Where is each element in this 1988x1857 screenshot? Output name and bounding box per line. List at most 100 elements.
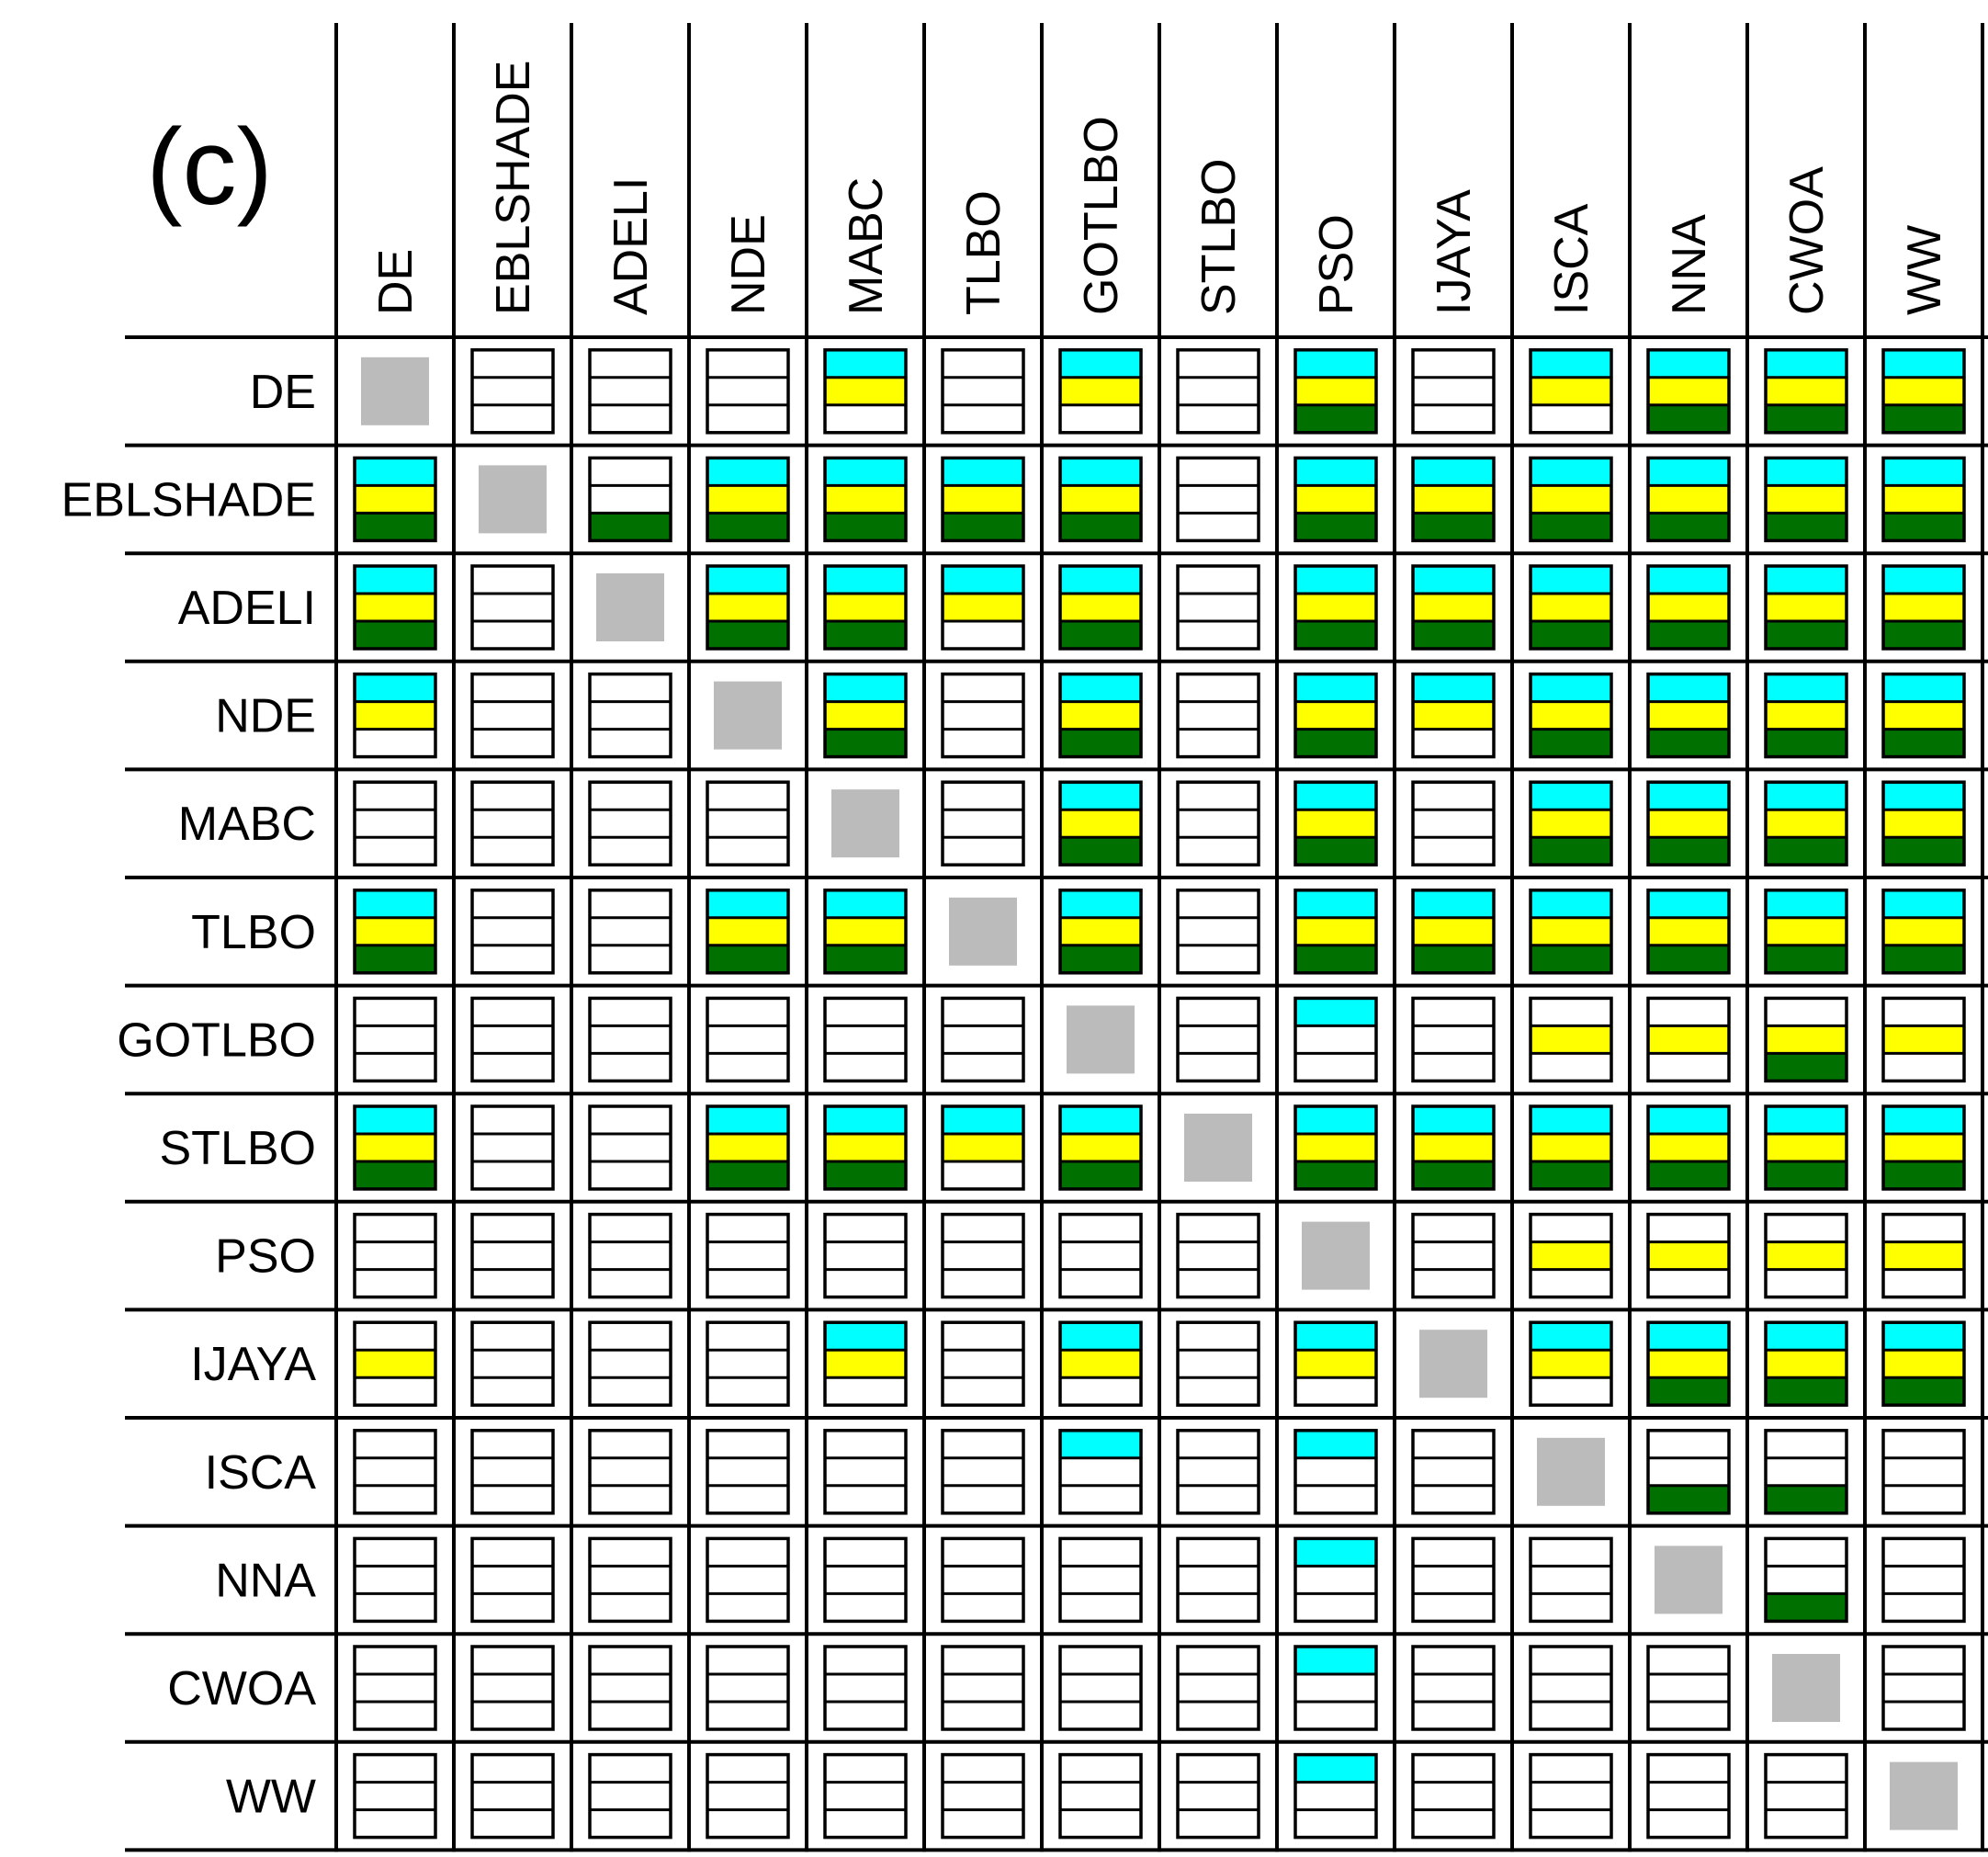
band-middle-filled (1648, 810, 1729, 838)
cell-nna-vs-cwoa (1764, 1536, 1848, 1624)
band-middle-empty (1178, 377, 1259, 405)
cell-adeli-vs-de (353, 564, 437, 651)
cell-box-outline (706, 1752, 790, 1840)
cell-pso-vs-cwoa (1764, 1212, 1848, 1299)
band-bottom-empty (825, 1485, 906, 1513)
band-bottom-empty (472, 945, 553, 973)
band-top-empty (590, 674, 671, 702)
cell-tlbo-vs-de (353, 889, 437, 975)
band-bottom-filled (1413, 513, 1494, 541)
cell-box-outline (1293, 1320, 1378, 1407)
band-bottom-empty (1531, 1809, 1611, 1838)
cell-box-outline (1764, 1212, 1848, 1299)
band-middle-empty (1178, 594, 1259, 621)
band-middle-empty (943, 1782, 1023, 1810)
band-top-filled (825, 674, 906, 702)
cell-box-outline (1058, 780, 1143, 866)
band-middle-filled (1766, 810, 1847, 838)
band-bottom-filled (1413, 621, 1494, 649)
band-middle-empty (1060, 1241, 1141, 1270)
band-top-filled (1295, 889, 1376, 918)
band-bottom-empty (1883, 1269, 1964, 1297)
band-middle-empty (355, 1782, 435, 1810)
band-bottom-filled (1413, 945, 1494, 973)
cell-box-outline (1881, 456, 1966, 543)
band-middle-filled (1531, 1241, 1611, 1270)
band-middle-empty (590, 1566, 671, 1594)
cell-pso-vs-eblshade (470, 1212, 555, 1299)
cell-eblshade-vs-stlbo (1176, 456, 1260, 543)
band-bottom-empty (1883, 1702, 1964, 1729)
band-bottom-empty (1531, 1702, 1611, 1729)
band-top-filled (1883, 1322, 1964, 1351)
band-middle-filled (1413, 485, 1494, 514)
cell-box-outline (588, 456, 672, 543)
cell-nde-vs-nde (714, 681, 782, 750)
cell-isca-vs-mabc (823, 1429, 908, 1515)
cell-cwoa-vs-nde (706, 1645, 790, 1731)
band-bottom-empty (1178, 621, 1259, 649)
band-middle-filled (1883, 701, 1964, 730)
band-bottom-empty (1178, 1702, 1259, 1729)
cell-ww-vs-de (353, 1752, 437, 1840)
row-label-tlbo: TLBO (191, 906, 316, 959)
band-bottom-empty (1060, 1702, 1141, 1729)
cell-box-outline (1646, 1320, 1731, 1407)
band-top-filled (707, 889, 788, 918)
cell-eblshade-vs-gotlbo (1058, 456, 1143, 543)
band-middle-empty (1178, 917, 1259, 945)
cell-pso-vs-stlbo (1176, 1212, 1260, 1299)
band-middle-filled (1883, 1241, 1964, 1270)
band-top-empty (472, 566, 553, 594)
cell-box-outline (1176, 1429, 1260, 1515)
band-top-empty (472, 1754, 553, 1783)
band-middle-empty (1178, 1782, 1259, 1810)
diagonal-square (949, 897, 1017, 966)
band-bottom-empty (707, 404, 788, 433)
cell-de-vs-ijaya (1411, 348, 1496, 435)
cell-box-outline (1176, 1536, 1260, 1624)
band-middle-filled (1531, 1025, 1611, 1054)
band-middle-filled (355, 594, 435, 621)
band-bottom-empty (1178, 513, 1259, 541)
band-middle-filled (1766, 1350, 1847, 1378)
cell-box-outline (941, 1429, 1025, 1515)
cell-stlbo-vs-adeli (588, 1104, 672, 1191)
band-bottom-filled (1060, 945, 1141, 973)
band-bottom-empty (1413, 1702, 1494, 1729)
band-bottom-filled (1295, 513, 1376, 541)
band-middle-empty (1295, 1457, 1376, 1486)
band-bottom-filled (1766, 404, 1847, 433)
cell-nde-vs-stlbo (1176, 672, 1260, 759)
cell-gotlbo-vs-isca (1529, 996, 1613, 1083)
band-bottom-filled (1766, 1161, 1847, 1189)
cell-box-outline (1058, 1104, 1143, 1191)
band-middle-empty (825, 1782, 906, 1810)
band-top-empty (590, 1322, 671, 1351)
band-top-empty (1531, 1538, 1611, 1567)
band-middle-filled (1883, 1025, 1964, 1054)
band-middle-empty (943, 1457, 1023, 1486)
cell-box-outline (470, 1429, 555, 1515)
diagonal-square (1184, 1114, 1252, 1182)
band-bottom-empty (707, 1053, 788, 1081)
cell-adeli-vs-ww (1881, 564, 1966, 651)
band-top-empty (1060, 1647, 1141, 1674)
cell-cwoa-vs-eblshade (470, 1645, 555, 1731)
cell-de-vs-mabc (823, 348, 908, 435)
band-top-filled (355, 566, 435, 594)
band-middle-filled (355, 485, 435, 514)
cell-ijaya-vs-de (353, 1320, 437, 1407)
cell-adeli-vs-adeli (596, 573, 664, 641)
band-top-empty (1178, 349, 1259, 378)
band-bottom-empty (707, 1377, 788, 1406)
band-top-empty (1413, 1647, 1494, 1674)
band-top-empty (1766, 1214, 1847, 1242)
band-top-filled (1295, 1430, 1376, 1458)
band-bottom-empty (707, 837, 788, 866)
band-bottom-filled (1295, 837, 1376, 866)
band-top-filled (1060, 458, 1141, 486)
cell-box-outline (353, 1104, 437, 1191)
cell-stlbo-vs-tlbo (941, 1104, 1025, 1191)
cell-de-vs-cwoa (1764, 348, 1848, 435)
